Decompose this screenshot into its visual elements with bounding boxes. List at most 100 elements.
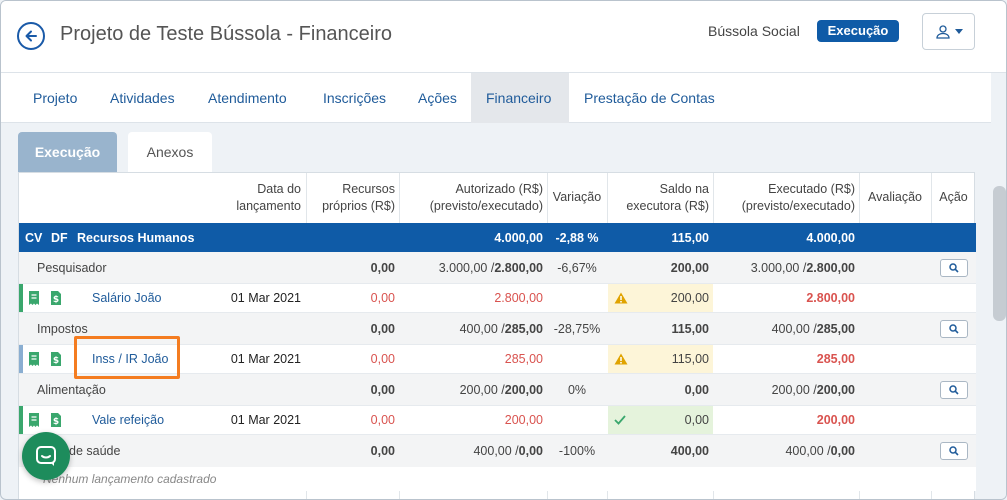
receipt-icon[interactable]	[27, 412, 41, 428]
group-executed: 200,00 / 200,00	[771, 383, 855, 397]
header-authorized: Autorizado (R$) (previsto/executado)	[429, 182, 543, 213]
checkmark-icon	[614, 415, 626, 425]
receipt-icon[interactable]	[27, 351, 41, 367]
item-date: 01 Mar 2021	[230, 413, 301, 427]
table-row[interactable]: $ Inss / IR João 01 Mar 2021 0,00 285,00…	[19, 344, 976, 374]
group-row: Impostos 0,00 400,00 / 285,00 -28,75% 11…	[19, 313, 976, 345]
group-balance: 0,00	[684, 383, 709, 397]
group-balance: 400,00	[670, 444, 709, 458]
header-evaluation: Avaliação	[868, 190, 922, 204]
tab-projeto[interactable]: Projeto	[33, 90, 78, 106]
item-authorized: 200,00	[504, 413, 543, 427]
header-executed: Executado (R$) (previsto/executado)	[741, 182, 855, 213]
item-balance: 200,00	[608, 284, 713, 312]
group-name: Alimentação	[37, 383, 106, 397]
user-menu-button[interactable]	[922, 13, 975, 50]
group-own: 0,00	[370, 261, 395, 275]
view-details-button[interactable]	[939, 259, 968, 277]
tab-financeiro[interactable]: Financeiro	[471, 73, 569, 123]
item-own: 0,00	[370, 352, 395, 366]
category-name: Recursos Humanos	[77, 230, 195, 245]
col-cv: CV	[25, 230, 43, 245]
category-authorized: 4.000,00	[494, 230, 543, 245]
category-variation: -2,88 %	[555, 230, 599, 245]
svg-text:$: $	[53, 295, 59, 305]
chat-launcher-button[interactable]	[22, 432, 70, 480]
group-name: Pesquisador	[37, 261, 107, 275]
receipt-icon[interactable]	[27, 290, 41, 306]
group-own: 0,00	[370, 444, 395, 458]
tab-inscricoes[interactable]: Inscrições	[323, 90, 387, 106]
item-date: 01 Mar 2021	[230, 352, 301, 366]
search-icon	[948, 263, 959, 273]
item-name-link[interactable]: Salário João	[92, 291, 162, 305]
group-own: 0,00	[370, 383, 395, 397]
item-date: 01 Mar 2021	[230, 291, 301, 305]
category-row: CV DF Recursos Humanos 4.000,00 -2,88 % …	[19, 223, 976, 252]
group-balance: 115,00	[671, 322, 709, 336]
search-icon	[948, 446, 959, 456]
back-button[interactable]	[17, 22, 45, 50]
group-variation: -28,75%	[553, 322, 601, 336]
item-own: 0,00	[370, 413, 395, 427]
item-authorized: 2.800,00	[494, 291, 543, 305]
tab-atendimento[interactable]: Atendimento	[208, 90, 287, 106]
search-icon	[948, 385, 959, 395]
scrollbar-thumb[interactable]	[993, 186, 1006, 321]
group-authorized: 400,00 / 0,00	[473, 444, 543, 458]
view-details-button[interactable]	[939, 381, 968, 399]
main-nav: Projeto Atividades Atendimento Inscriçõe…	[1, 73, 991, 123]
view-details-button[interactable]	[939, 320, 968, 338]
group-authorized: 200,00 / 200,00	[459, 383, 543, 397]
subtab-execucao[interactable]: Execução	[18, 132, 117, 172]
search-icon	[948, 324, 959, 334]
warning-icon	[614, 292, 628, 304]
dollar-document-icon[interactable]: $	[49, 412, 63, 428]
item-balance: 115,00	[608, 345, 713, 373]
caret-down-icon	[954, 28, 963, 34]
dollar-document-icon[interactable]: $	[49, 351, 63, 367]
warning-icon	[614, 353, 628, 365]
category-balance: 115,00	[671, 230, 709, 245]
arrow-left-icon	[25, 30, 37, 42]
group-row: Pesquisador 0,00 3.000,00 / 2.800,00 -6,…	[19, 252, 976, 284]
header-variation: Variação	[552, 190, 602, 204]
header-action: Ação	[939, 190, 968, 204]
empty-row: Nenhum lançamento cadastrado	[19, 467, 976, 491]
svg-text:$: $	[53, 356, 59, 366]
tab-acoes[interactable]: Ações	[418, 90, 457, 106]
subtab-anexos[interactable]: Anexos	[128, 132, 212, 172]
tab-atividades[interactable]: Atividades	[110, 90, 175, 106]
execution-table: Data do lançamento Recursos próprios (R$) …	[18, 172, 976, 499]
table-row[interactable]: $ Salário João 01 Mar 2021 0,00 2.800,00…	[19, 283, 976, 313]
category-executed: 4.000,00	[806, 230, 855, 245]
tab-prestacao-de-contas[interactable]: Prestação de Contas	[584, 90, 715, 106]
group-executed: 400,00 / 285,00	[771, 322, 855, 336]
group-variation: -100%	[558, 444, 596, 458]
table-row[interactable]: $ Vale refeição 01 Mar 2021 0,00 200,00 …	[19, 405, 976, 435]
group-row: de saúde 0,00 400,00 / 0,00 -100% 400,00…	[19, 435, 976, 467]
group-row: Alimentação 0,00 200,00 / 200,00 0% 0,00…	[19, 374, 976, 406]
item-name-link[interactable]: Vale refeição	[92, 413, 165, 427]
item-balance: 0,00	[608, 406, 713, 434]
item-executed: 2.800,00	[806, 291, 855, 305]
view-details-button[interactable]	[939, 442, 968, 460]
item-executed: 285,00	[816, 352, 855, 366]
status-badge: Execução	[817, 20, 899, 42]
user-icon	[935, 24, 950, 39]
svg-text:$: $	[53, 417, 59, 427]
group-balance: 200,00	[670, 261, 709, 275]
group-executed: 400,00 / 0,00	[785, 444, 855, 458]
header-date: Data do lançamento	[236, 182, 301, 213]
group-authorized: 3.000,00 / 2.800,00	[438, 261, 543, 275]
item-name-link[interactable]: Inss / IR João	[92, 352, 169, 366]
item-own: 0,00	[370, 291, 395, 305]
group-name: de saúde	[69, 444, 121, 458]
group-variation: 0%	[567, 383, 587, 397]
dollar-document-icon[interactable]: $	[49, 290, 63, 306]
header-balance: Saldo na executora (R$)	[626, 182, 709, 213]
group-own: 0,00	[370, 322, 395, 336]
chat-icon	[36, 446, 56, 466]
page-header: Projeto de Teste Bússola - Financeiro Bú…	[1, 1, 1006, 73]
